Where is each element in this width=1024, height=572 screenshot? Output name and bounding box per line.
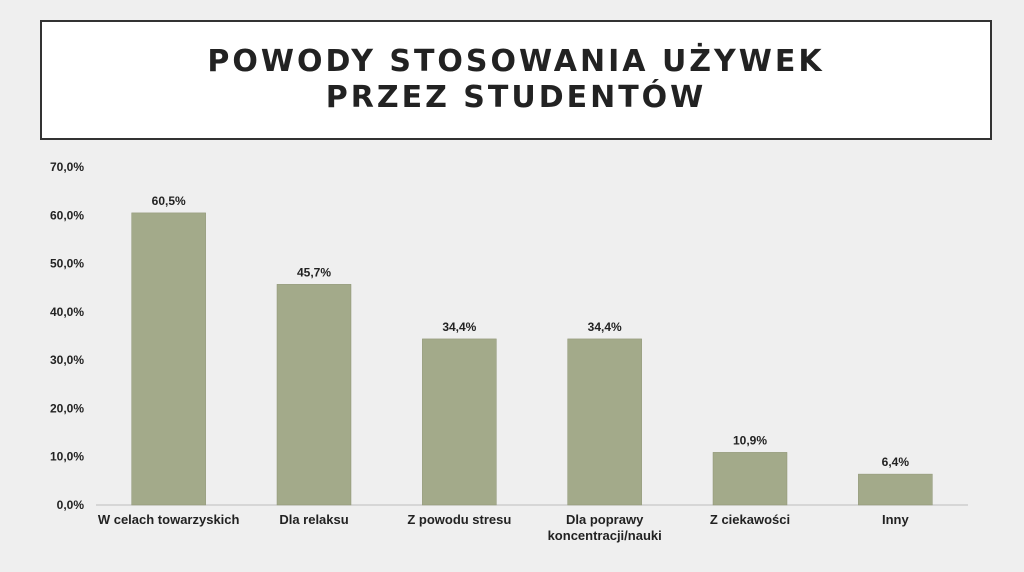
y-tick-label: 20,0% [50,401,84,415]
data-label: 60,5% [152,194,186,208]
bar [858,473,933,506]
x-tick-label: Dla relaksu [279,512,348,527]
bar [276,284,352,506]
x-tick-label: W celach towarzyskich [98,512,240,527]
y-tick-label: 0,0% [57,498,85,512]
y-tick-label: 70,0% [50,160,84,174]
y-tick-label: 50,0% [50,257,84,271]
x-tick-label: Inny [882,512,909,527]
data-label: 34,4% [442,320,476,334]
chart-title-box: POWODY STOSOWANIA UŻYWEK PRZEZ STUDENTÓW [40,20,992,140]
chart-title-line-1: POWODY STOSOWANIA UŻYWEK [207,44,825,79]
y-tick-label: 30,0% [50,353,84,367]
data-label: 34,4% [588,320,622,334]
bar [131,212,206,506]
x-tick-label: Dla poprawy koncentracji/nauki [548,512,662,543]
data-label: 10,9% [733,433,767,447]
y-tick-label: 10,0% [50,450,84,464]
y-tick-label: 40,0% [50,305,84,319]
x-tick-label: Z ciekawości [710,512,790,527]
chart-title-line-2: PRZEZ STUDENTÓW [325,80,707,115]
bar [422,338,497,506]
bar [712,452,788,506]
data-label: 6,4% [882,455,910,469]
x-tick-label: Z powodu stresu [407,512,511,527]
y-tick-label: 60,0% [50,208,84,222]
bar [567,338,642,506]
data-label: 45,7% [297,265,331,279]
